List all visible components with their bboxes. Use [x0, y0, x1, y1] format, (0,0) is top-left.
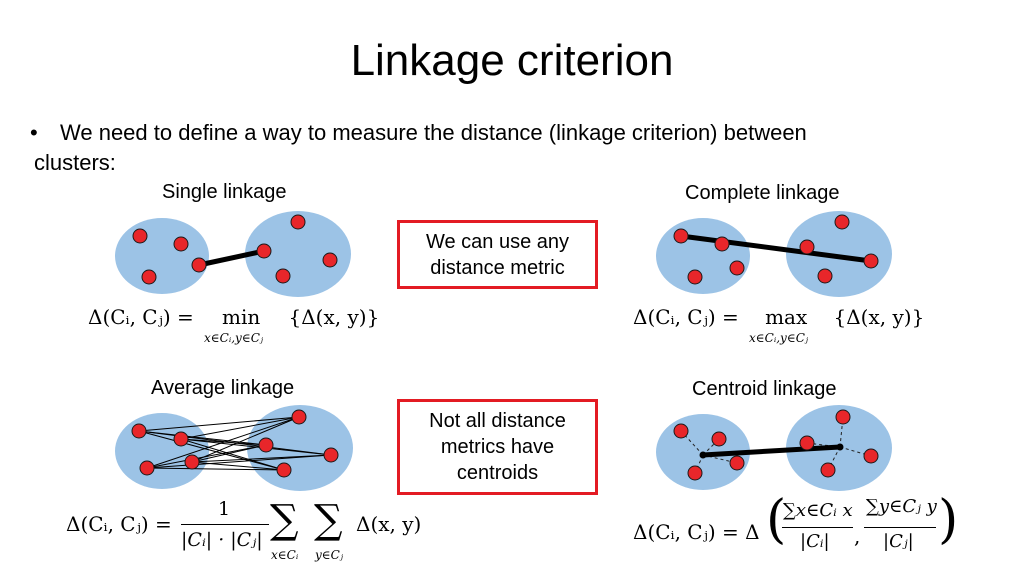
- single-linkage-formula: Δ(Cᵢ, Cⱼ) = min {Δ(x, y)}: [88, 305, 379, 329]
- metric-callout: We can use any distance metric: [397, 220, 598, 289]
- data-point: [141, 269, 157, 285]
- formula-lhs: Δ(Cᵢ, Cⱼ) =: [88, 305, 194, 329]
- centroid-formula-lhs: Δ(Cᵢ, Cⱼ) = Δ: [633, 520, 760, 544]
- cluster-blob: [115, 413, 209, 489]
- sum-subscript: x∈Cᵢ: [271, 548, 299, 562]
- average-formula-numerator: 1: [218, 498, 231, 520]
- single-formula-subscript: x∈Cᵢ,y∈Cⱼ: [204, 331, 264, 345]
- linkage-line: [702, 444, 841, 458]
- cluster-blob: [245, 211, 351, 297]
- average-linkage-label: Average linkage: [151, 377, 295, 399]
- data-point: [290, 214, 306, 230]
- data-point: [673, 423, 689, 439]
- linkage-line: [680, 233, 872, 264]
- bullet-marker: •: [30, 120, 38, 145]
- average-formula-lhs: Δ(Cᵢ, Cⱼ) =: [66, 512, 172, 536]
- fraction-bar: [864, 527, 936, 528]
- data-point: [799, 435, 815, 451]
- metric-callout-line: We can use any: [425, 230, 570, 253]
- centroids-callout-line: metrics have: [440, 436, 555, 458]
- data-point: [173, 236, 189, 252]
- formula-lhs: Δ(Cᵢ, Cⱼ) =: [633, 305, 739, 329]
- formula-rhs: {Δ(x, y)}: [288, 305, 380, 329]
- data-point: [173, 431, 189, 447]
- fraction-bar: [181, 524, 269, 525]
- centroids-callout-line: Not all distance: [429, 410, 566, 432]
- formula-rhs: {Δ(x, y)}: [833, 305, 925, 329]
- metric-callout-line: distance metric: [430, 256, 565, 279]
- sum-symbol: ∑: [270, 497, 299, 543]
- cluster-blob: [656, 218, 750, 294]
- centroid-denominator-1: |Cᵢ|: [800, 531, 830, 552]
- bullet-line-1: We need to define a way to measure the d…: [60, 120, 807, 145]
- data-point: [256, 243, 272, 259]
- centroids-callout-line: centroids: [456, 462, 539, 484]
- sum-subscript: y∈Cⱼ: [315, 548, 344, 562]
- average-linkage-diagram: [115, 405, 353, 491]
- data-point: [323, 447, 339, 463]
- centroid-marker: [699, 451, 707, 459]
- data-point: [258, 437, 274, 453]
- formula-operator: min: [222, 305, 261, 329]
- data-point: [835, 409, 851, 425]
- data-point: [139, 460, 155, 476]
- data-point: [184, 454, 200, 470]
- centroid-linkage-diagram: [656, 405, 892, 491]
- complete-formula-subscript: x∈Cᵢ,y∈Cⱼ: [749, 331, 809, 345]
- data-point: [863, 253, 879, 269]
- data-point: [131, 423, 147, 439]
- data-point: [673, 228, 689, 244]
- data-point: [291, 409, 307, 425]
- data-point: [687, 269, 703, 285]
- left-paren: (: [766, 490, 787, 550]
- data-point: [714, 236, 730, 252]
- complete-linkage-label: Complete linkage: [685, 182, 840, 204]
- slide-title: Linkage criterion: [350, 36, 674, 85]
- data-point: [729, 260, 745, 276]
- centroid-marker: [836, 443, 844, 451]
- single-linkage-label: Single linkage: [162, 181, 287, 203]
- data-point: [834, 214, 850, 230]
- right-paren: ): [938, 490, 959, 550]
- single-linkage-diagram: [115, 211, 351, 297]
- fraction-bar: [782, 527, 853, 528]
- data-point: [276, 462, 292, 478]
- data-point: [817, 268, 833, 284]
- data-point: [711, 431, 727, 447]
- data-point: [322, 252, 338, 268]
- centroids-callout: Not all distance metrics have centroids: [397, 399, 598, 495]
- bullet-line-2: clusters:: [34, 150, 116, 175]
- complete-linkage-diagram: [656, 211, 892, 297]
- data-point: [687, 465, 703, 481]
- centroid-linkage-label: Centroid linkage: [692, 378, 837, 400]
- cluster-blob: [115, 218, 209, 294]
- formula-comma: ,: [854, 524, 861, 548]
- centroid-denominator-2: |Cⱼ|: [883, 531, 914, 552]
- data-point: [863, 448, 879, 464]
- average-formula-rhs: Δ(x, y): [356, 512, 422, 536]
- data-point: [799, 239, 815, 255]
- data-point: [820, 462, 836, 478]
- centroid-numerator-2: ∑y∈Cⱼ y: [866, 496, 937, 517]
- data-point: [132, 228, 148, 244]
- centroid-numerator-1: ∑x∈Cᵢ x: [783, 500, 853, 521]
- cluster-blob: [786, 211, 892, 297]
- data-point: [729, 455, 745, 471]
- formula-operator: max: [765, 305, 808, 329]
- data-point: [191, 257, 207, 273]
- complete-linkage-formula: Δ(Cᵢ, Cⱼ) = max {Δ(x, y)}: [633, 305, 924, 329]
- sum-symbol: ∑: [314, 497, 343, 543]
- linkage-line: [198, 248, 265, 268]
- pairwise-lines: [138, 416, 332, 471]
- data-point: [275, 268, 291, 284]
- average-formula-denominator: |Cᵢ| · |Cⱼ|: [181, 529, 263, 551]
